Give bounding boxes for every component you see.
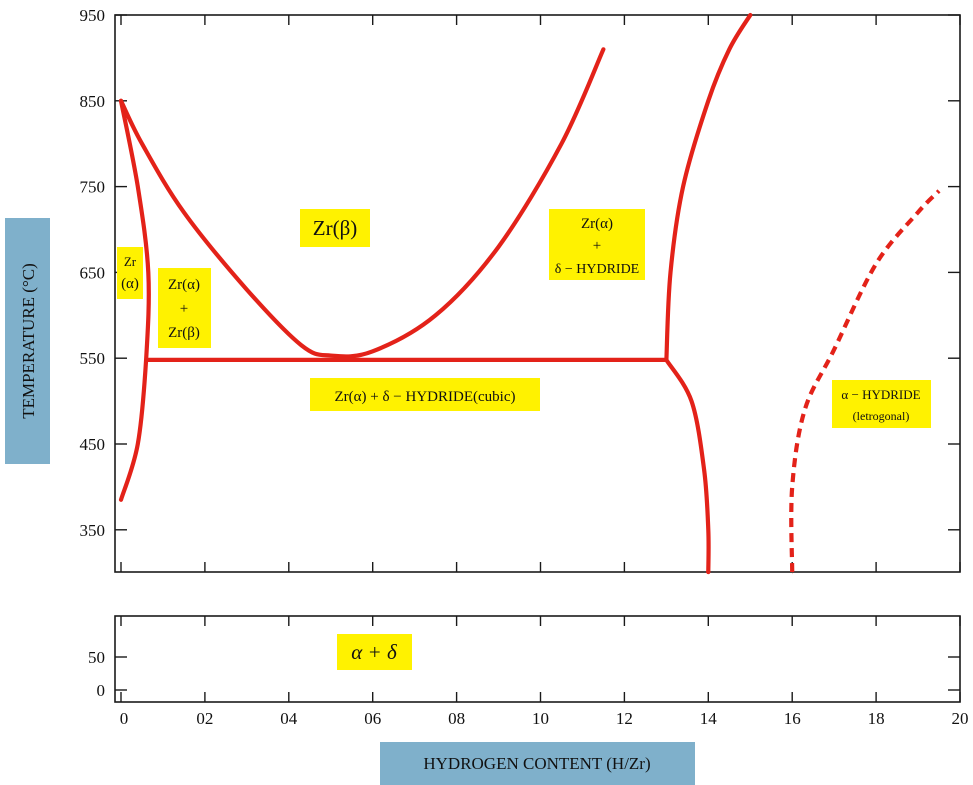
y-axis-title-box	[5, 218, 50, 464]
region-alpha-hydride-line1: α − HYDRIDE	[841, 387, 920, 402]
x-tick-label: 12	[616, 709, 633, 728]
phase-boundary-6	[789, 189, 941, 573]
x-axis-title-text: HYDROGEN CONTENT (H/Zr)	[423, 754, 650, 773]
region-zr-beta: Zr(β)	[300, 209, 370, 247]
region-zr-alpha-delta-line1: Zr(α)	[581, 216, 613, 232]
phase-boundary-2	[118, 47, 606, 359]
axis-ticks	[115, 14, 961, 702]
phase-boundary-5	[664, 357, 711, 575]
y-tick-label: 450	[80, 435, 106, 454]
region-zr-alpha-beta-line3: Zr(β)	[168, 325, 200, 341]
x-tick-label: 16	[784, 709, 801, 728]
x-tick-label: 04	[280, 709, 298, 728]
x-tick-label: 08	[448, 709, 465, 728]
label-highlight	[337, 634, 412, 670]
phase-boundary-4	[664, 12, 753, 362]
region-alpha-hydride: α − HYDRIDE (letrogonal)	[832, 380, 931, 428]
upper-plot-frame	[114, 14, 961, 573]
y-tick-label: 0	[97, 681, 106, 700]
y-tick-label: 750	[80, 178, 106, 197]
x-tick-label: 06	[364, 709, 381, 728]
x-tick-label: 10	[532, 709, 549, 728]
y-tick-label: 850	[80, 92, 106, 111]
region-alpha-hydride-line2: (letrogonal)	[853, 409, 910, 423]
region-alpha-delta-cubic-label: Zr(α) + δ − HYDRIDE(cubic)	[335, 389, 516, 405]
x-tick-label: 02	[196, 709, 213, 728]
y-tick-label: 350	[80, 521, 106, 540]
label-highlight	[117, 247, 143, 299]
x-axis-title: HYDROGEN CONTENT (H/Zr)	[380, 742, 695, 785]
tick-labels: 0 02 04 06 08 10 12 14 16 18 20 950 850 750 650 550 450 3…	[80, 6, 969, 728]
x-axis-title-box	[380, 742, 695, 785]
y-tick-label: 550	[80, 349, 106, 368]
region-alpha-plus-delta-label: α + δ	[351, 640, 398, 664]
y-tick-label: 650	[80, 263, 106, 282]
region-zr-alpha-line2: (α)	[121, 276, 139, 292]
y-axis-title-text: TEMPERATURE (°C)	[19, 263, 38, 419]
region-zr-beta-label: Zr(β)	[313, 216, 358, 240]
label-highlight	[549, 209, 645, 280]
x-tick-label: 18	[868, 709, 885, 728]
region-alpha-plus-delta: α + δ	[337, 634, 412, 670]
x-tick-label: 14	[700, 709, 718, 728]
region-zr-alpha-beta-line1: Zr(α)	[168, 277, 200, 293]
region-zr-alpha-line1: Zr	[124, 254, 137, 269]
region-zr-alpha-beta-line2: +	[180, 301, 188, 317]
region-zr-alpha-delta-hydride: Zr(α) + δ − HYDRIDE	[549, 209, 645, 280]
region-zr-alpha-delta-line2: +	[593, 238, 601, 254]
y-tick-label: 50	[88, 648, 105, 667]
region-alpha-delta-cubic: Zr(α) + δ − HYDRIDE(cubic)	[310, 378, 540, 411]
label-highlight	[832, 380, 931, 428]
y-axis-title: TEMPERATURE (°C)	[5, 218, 50, 464]
label-highlight	[300, 209, 370, 247]
region-zr-alpha-delta-line3: δ − HYDRIDE	[555, 262, 640, 277]
region-zr-alpha: Zr (α)	[117, 247, 143, 299]
x-tick-label: 0	[120, 709, 129, 728]
x-tick-label: 20	[952, 709, 969, 728]
lower-plot-frame	[114, 615, 961, 703]
y-tick-label: 950	[80, 6, 106, 25]
region-zr-alpha-beta: Zr(α) + Zr(β)	[158, 268, 211, 348]
phase-boundaries	[118, 12, 941, 575]
label-highlight	[310, 378, 540, 411]
label-highlight	[158, 268, 211, 348]
phase-boundary-1	[118, 98, 151, 502]
